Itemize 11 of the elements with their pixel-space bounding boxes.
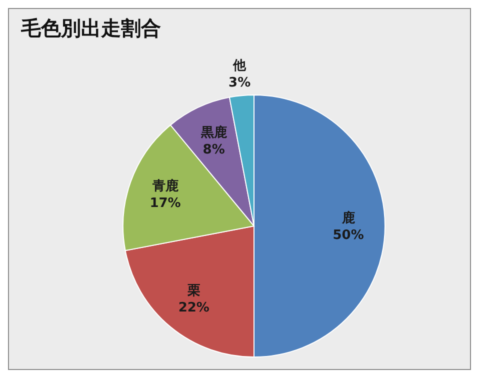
slice-label: 鹿 xyxy=(340,210,355,226)
data-label: 17% xyxy=(150,196,181,212)
data-label: 3% xyxy=(228,76,251,91)
slice-label: 青鹿 xyxy=(151,178,178,194)
data-label: 22% xyxy=(178,300,210,316)
data-label: 50% xyxy=(332,228,364,243)
slice-label: 黒鹿 xyxy=(200,124,227,141)
slice-label: 他 xyxy=(232,58,248,74)
data-label: 8% xyxy=(202,142,225,158)
slice-label: 栗 xyxy=(186,284,200,299)
chart-title: 毛色別出走割合 xyxy=(21,15,161,42)
